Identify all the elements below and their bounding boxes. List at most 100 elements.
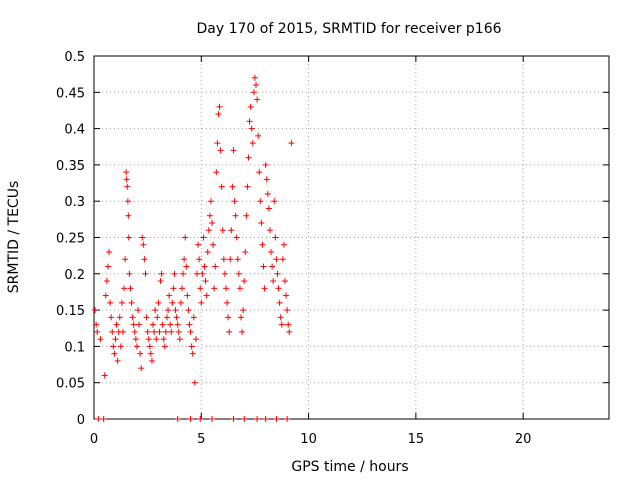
data-point (106, 249, 113, 256)
data-point (232, 212, 239, 219)
data-point (256, 169, 263, 176)
data-point (245, 154, 252, 161)
data-point (276, 299, 283, 306)
data-point (246, 118, 253, 125)
data-point (141, 256, 148, 263)
data-point (176, 336, 183, 343)
data-point (111, 350, 118, 357)
data-point (288, 140, 295, 147)
data-point (284, 307, 291, 314)
data-point (214, 140, 221, 147)
data-point (158, 270, 165, 277)
data-point (166, 292, 173, 299)
y-axis-label: SRMTID / TECUs (6, 181, 22, 294)
data-point (254, 96, 261, 103)
data-point (284, 416, 291, 422)
points-layer (92, 74, 295, 422)
data-point (239, 328, 246, 335)
data-point (216, 103, 223, 110)
data-point (138, 365, 145, 372)
data-point (205, 227, 212, 234)
data-point (278, 321, 285, 328)
y-tick-label: 0.45 (56, 86, 85, 101)
data-point (230, 416, 237, 422)
data-point (187, 328, 194, 335)
data-point (124, 183, 131, 190)
data-point (277, 314, 284, 321)
y-tick-label: 0.05 (56, 377, 85, 392)
data-point (95, 416, 102, 422)
x-axis-label: GPS time / hours (291, 459, 408, 475)
data-point (170, 285, 177, 292)
data-point (270, 278, 277, 285)
data-point (213, 169, 220, 176)
data-point (249, 140, 256, 147)
data-point (136, 321, 143, 328)
data-point (183, 263, 190, 270)
data-point (165, 307, 172, 314)
data-point (197, 416, 204, 422)
data-point (110, 343, 117, 350)
data-point (182, 234, 189, 241)
data-point (229, 183, 236, 190)
data-point (181, 256, 188, 263)
x-tick-label: 10 (300, 432, 317, 447)
data-point (283, 292, 290, 299)
data-point (235, 270, 242, 277)
data-point (124, 198, 131, 205)
data-point (280, 241, 287, 248)
data-point (210, 241, 217, 248)
data-point (107, 299, 114, 306)
data-point (92, 307, 99, 314)
data-point (143, 314, 150, 321)
data-point (233, 234, 240, 241)
data-point (187, 416, 194, 422)
data-point (160, 336, 167, 343)
data-point (231, 198, 238, 205)
x-tick-label: 15 (408, 432, 425, 447)
data-point (285, 321, 292, 328)
data-point (268, 249, 275, 256)
data-point (130, 321, 137, 328)
data-point (116, 314, 123, 321)
data-point (195, 241, 202, 248)
data-point (191, 379, 198, 386)
data-point (123, 169, 130, 176)
data-point (241, 416, 248, 422)
data-point (108, 314, 115, 321)
data-point (185, 307, 192, 314)
data-point (142, 270, 149, 277)
data-point (222, 285, 229, 292)
data-point (259, 241, 266, 248)
y-tick-label: 0.5 (64, 50, 85, 65)
data-point (126, 270, 133, 277)
data-point (167, 321, 174, 328)
data-point (119, 328, 126, 335)
data-point (286, 328, 293, 335)
data-point (112, 336, 119, 343)
y-tick-label: 0.2 (64, 268, 85, 283)
data-point (174, 321, 181, 328)
data-point (186, 321, 193, 328)
data-point (274, 270, 281, 277)
data-point (144, 328, 151, 335)
x-tick-label: 20 (515, 432, 532, 447)
data-point (204, 249, 211, 256)
y-tick-label: 0.1 (64, 340, 85, 355)
data-point (242, 249, 249, 256)
data-point (224, 299, 231, 306)
data-point (93, 321, 100, 328)
data-point (129, 314, 136, 321)
data-point (180, 270, 187, 277)
data-point (272, 234, 279, 241)
data-point (139, 234, 146, 241)
data-point (269, 263, 276, 270)
data-point (151, 328, 158, 335)
data-point (155, 299, 162, 306)
data-point (221, 270, 228, 277)
x-tick-label: 5 (197, 432, 205, 447)
y-tick-label: 0 (77, 413, 85, 428)
data-point (100, 416, 107, 422)
data-point (154, 314, 161, 321)
data-point (134, 307, 141, 314)
